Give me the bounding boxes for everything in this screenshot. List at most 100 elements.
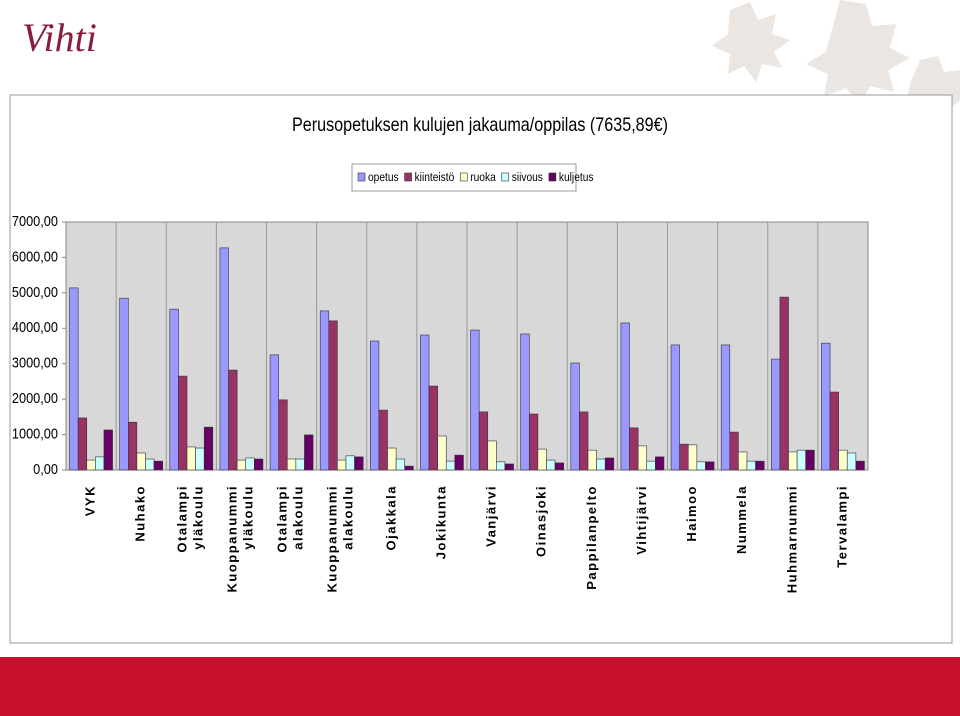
y-tick-label: 7000,00 — [12, 212, 58, 229]
bar — [254, 458, 264, 471]
x-tick-label: Vanjärvi — [484, 485, 499, 547]
bar — [696, 461, 706, 471]
bar — [86, 459, 96, 471]
legend-label: kuljetus — [559, 171, 594, 184]
bar — [570, 362, 580, 471]
footer-band — [0, 657, 960, 716]
bar — [779, 296, 789, 471]
bar — [395, 458, 406, 471]
bar — [404, 465, 414, 471]
bar — [579, 411, 589, 471]
bar — [304, 434, 314, 471]
x-tick-label: Vihtijärvi — [634, 485, 649, 555]
bar — [771, 358, 781, 471]
bar — [587, 449, 597, 471]
bar — [746, 460, 756, 471]
bar — [805, 449, 815, 471]
bar — [655, 456, 665, 471]
x-tick-label: Haimoo — [684, 485, 699, 542]
bar — [228, 369, 238, 471]
bar — [846, 452, 857, 471]
bar — [119, 297, 129, 471]
bar — [687, 444, 698, 471]
bar — [646, 460, 656, 471]
x-tick-label: Pappilanpelto — [584, 485, 599, 590]
x-tick-label: Kuoppanummialakoulu — [325, 485, 356, 593]
bar — [620, 322, 630, 471]
bar — [136, 452, 146, 471]
bar — [77, 417, 88, 471]
bar — [596, 458, 606, 471]
bar — [245, 457, 255, 471]
bar — [278, 399, 288, 471]
y-tick-label: 0,00 — [33, 460, 58, 477]
bar — [729, 431, 739, 471]
x-tick-label: Jokikunta — [433, 485, 448, 559]
bar — [554, 462, 564, 471]
bar — [470, 329, 480, 471]
bar — [478, 411, 489, 471]
x-tick-label: Otalampiyläkoulu — [175, 485, 206, 553]
bar — [370, 340, 380, 471]
bar — [487, 440, 497, 471]
bar — [637, 445, 648, 471]
x-tick-label: Tervalampi — [834, 485, 849, 568]
bar — [755, 460, 765, 471]
y-tick-label: 4000,00 — [12, 318, 58, 335]
bar — [337, 459, 347, 471]
chart-title: Perusopetuksen kulujen jakauma/oppilas (… — [292, 114, 668, 136]
bar — [354, 456, 364, 471]
bar — [546, 459, 556, 471]
bar — [528, 413, 539, 471]
bar — [738, 451, 748, 471]
bar — [345, 455, 355, 471]
bar — [127, 421, 138, 471]
legend-label: siivous — [512, 171, 544, 184]
bar — [169, 308, 179, 471]
bar — [855, 460, 865, 471]
legend-swatch — [404, 172, 412, 182]
y-tick-label: 3000,00 — [12, 354, 58, 371]
bar — [629, 427, 639, 471]
bar — [437, 435, 447, 471]
bar — [178, 375, 188, 471]
bar — [428, 385, 438, 471]
x-tick-label: Otalampialakoulu — [275, 485, 306, 553]
bar — [103, 429, 113, 471]
bar — [286, 458, 297, 471]
bar — [387, 447, 397, 471]
bar — [670, 344, 680, 471]
bar — [203, 426, 214, 471]
x-tick-label: Ojakkala — [383, 485, 398, 551]
legend-swatch — [459, 172, 468, 182]
bar — [269, 354, 279, 471]
bar — [145, 458, 155, 471]
bar — [420, 334, 430, 471]
logo: Vihti — [22, 15, 97, 60]
bar — [679, 443, 689, 471]
legend-swatch — [501, 172, 510, 182]
bar — [69, 287, 79, 471]
y-tick-label: 2000,00 — [12, 389, 58, 406]
bar — [504, 463, 514, 471]
x-tick-label: Nummela — [734, 485, 749, 554]
x-tick-label: Kuoppanummiyläkoulu — [225, 485, 256, 593]
bar — [821, 342, 831, 471]
bar — [520, 333, 530, 471]
bar — [328, 320, 338, 471]
bar — [295, 458, 305, 471]
legend-label: ruoka — [470, 171, 496, 184]
x-tick-label: Nuhako — [133, 485, 148, 542]
x-tick-label: VYK — [83, 485, 98, 516]
bar — [319, 310, 330, 471]
legend-label: opetus — [368, 171, 399, 184]
bar — [195, 447, 205, 471]
y-tick-label: 5000,00 — [12, 283, 58, 300]
bar — [604, 457, 615, 471]
bar — [445, 460, 456, 471]
bar — [153, 460, 163, 471]
bar — [796, 449, 807, 471]
bar — [838, 449, 848, 471]
bar — [378, 409, 388, 471]
